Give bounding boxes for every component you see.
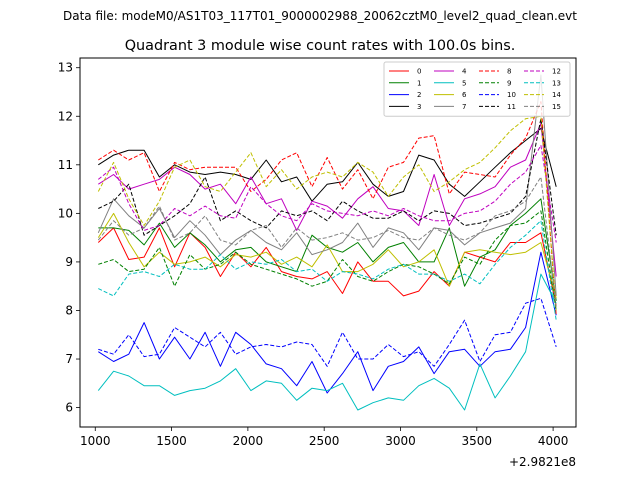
- series-line-13: [98, 220, 557, 321]
- legend-label-10: 10: [507, 91, 516, 99]
- y-axis: 6 7 8 9 10 11 12 13: [58, 61, 80, 415]
- series-line-9: [98, 210, 557, 311]
- y-tick-label: 8: [65, 303, 73, 317]
- series-line-1: [98, 198, 557, 301]
- y-tick-label: 10: [58, 206, 73, 220]
- y-tick-label: 13: [58, 61, 73, 75]
- series-lines: [97, 74, 557, 411]
- y-tick-label: 11: [58, 158, 73, 172]
- series-line-3: [98, 127, 557, 202]
- series-line-5: [97, 273, 557, 411]
- legend-label-15: 15: [552, 103, 561, 111]
- x-tick-label: 3000: [385, 434, 416, 448]
- x-tick-label: 3500: [462, 434, 493, 448]
- series-line-15: [97, 176, 557, 309]
- series-line-8: [98, 101, 557, 316]
- y-tick-label: 12: [58, 109, 73, 123]
- legend-label-4: 4: [462, 68, 467, 76]
- y-tick-label: 7: [65, 352, 73, 366]
- legend-box: [383, 61, 571, 117]
- x-tick-label: 4000: [538, 434, 569, 448]
- legend-label-2: 2: [417, 91, 421, 99]
- x-axis-offset-label: +2.9821e8: [509, 455, 576, 469]
- legend-label-3: 3: [417, 103, 421, 111]
- series-line-2: [98, 251, 557, 394]
- legend-label-8: 8: [507, 68, 511, 76]
- legend-label-9: 9: [507, 79, 511, 87]
- series-line-6: [97, 212, 557, 299]
- y-tick-label: 6: [65, 401, 73, 415]
- legend-label-7: 7: [462, 103, 466, 111]
- y-tick-label: 9: [65, 255, 73, 269]
- legend-label-6: 6: [462, 91, 467, 99]
- x-tick-label: 2500: [309, 434, 340, 448]
- chart-suptitle: Data file: modeM0/AS1T03_117T01_90000029…: [63, 9, 577, 23]
- legend-label-12: 12: [552, 68, 561, 76]
- legend-label-5: 5: [462, 79, 466, 87]
- series-line-11: [98, 118, 557, 236]
- legend-label-11: 11: [507, 103, 516, 111]
- series-line-10: [98, 297, 557, 367]
- x-tick-label: 1000: [80, 434, 111, 448]
- axes-frame: [79, 57, 577, 428]
- x-tick-label: 2000: [233, 434, 264, 448]
- chart-title: Quadrant 3 module wise count rates with …: [125, 38, 516, 54]
- series-line-14: [97, 115, 557, 311]
- x-axis: 1000 1500 2000 2500 3000 3500 4000: [80, 427, 568, 448]
- x-tick-label: 1500: [156, 434, 187, 448]
- legend-label-1: 1: [417, 79, 421, 87]
- series-line-12: [97, 144, 557, 243]
- legend-label-0: 0: [417, 68, 421, 76]
- legend-label-14: 14: [552, 91, 561, 99]
- legend-label-13: 13: [552, 79, 561, 87]
